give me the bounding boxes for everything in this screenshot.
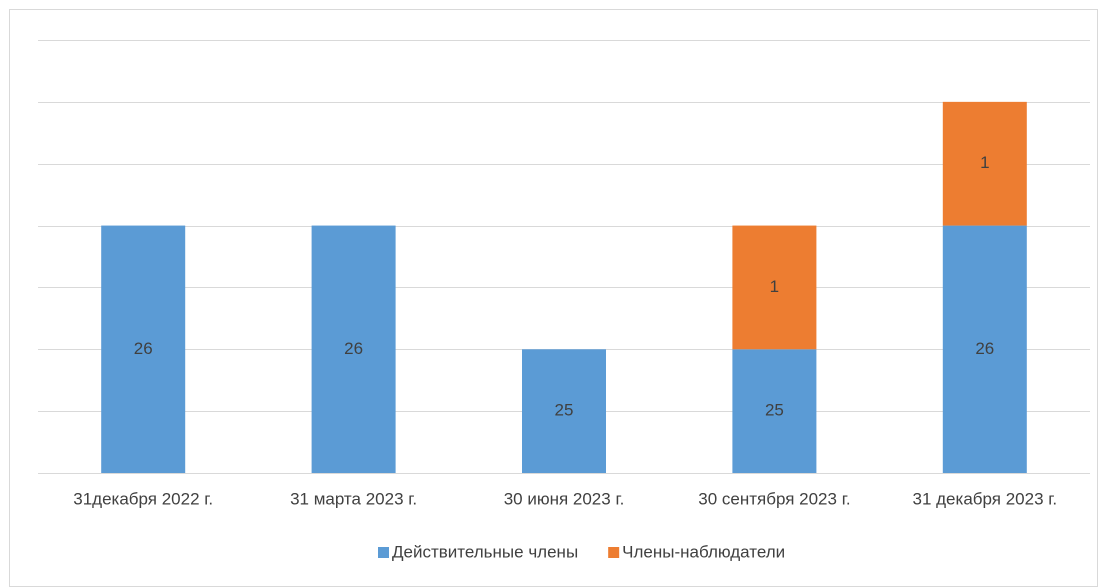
legend-swatch: [378, 547, 389, 558]
data-label: 26: [134, 339, 153, 358]
legend-swatch: [608, 547, 620, 558]
bar-segment: [522, 349, 606, 473]
legend-label: Члены-наблюдатели: [622, 542, 785, 561]
bar-segment: [311, 225, 396, 473]
x-tick-label: 31 марта 2023 г.: [290, 489, 417, 508]
x-tick-label: 31 декабря 2023 г.: [913, 489, 1058, 508]
data-label: 25: [765, 401, 784, 420]
bar-segment: [732, 349, 817, 473]
bar-segment: [101, 225, 186, 473]
x-tick-label: 31декабря 2022 г.: [73, 489, 213, 508]
data-label: 26: [344, 339, 363, 358]
chart-frame: [9, 9, 1098, 587]
x-tick-label: 30 сентября 2023 г.: [698, 489, 850, 508]
legend-label: Действительные члены: [392, 542, 578, 561]
x-tick-label: 30 июня 2023 г.: [504, 489, 625, 508]
bar-segment: [942, 101, 1027, 226]
bar-segment: [732, 225, 817, 350]
data-label: 1: [770, 277, 779, 296]
bar-segment: [942, 225, 1027, 473]
data-label: 1: [980, 153, 989, 172]
data-label: 26: [975, 339, 994, 358]
data-label: 25: [555, 401, 574, 420]
